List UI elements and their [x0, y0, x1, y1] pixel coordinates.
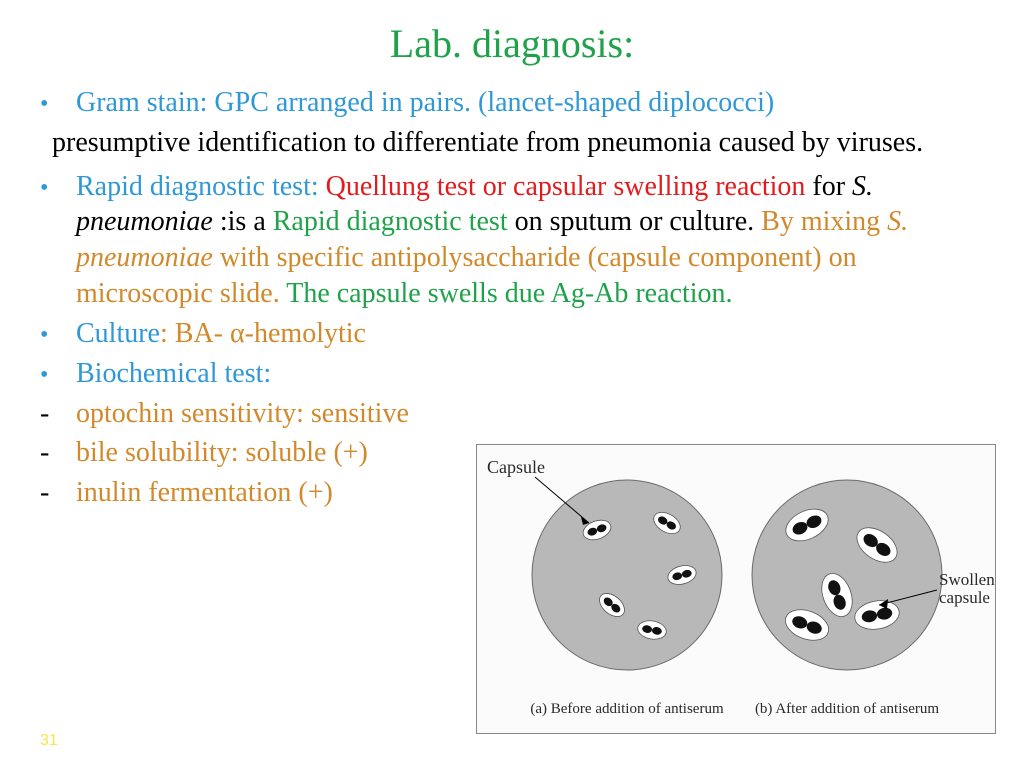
dash-bile: - bile solubility: soluble (+) — [40, 435, 510, 471]
span-black: :is a — [220, 206, 273, 237]
diagram-svg: Capsule Swollencapsule (a) Before addition… — [477, 445, 997, 735]
dash-icon: - — [40, 435, 76, 471]
bullet-text: Biochemical test: — [76, 356, 510, 392]
dash-text: optochin sensitivity: sensitive — [76, 396, 510, 432]
bullet-icon: • — [40, 169, 76, 312]
span-label: Gram stain: — [76, 87, 214, 118]
span-red: Quellung test or capsular swelling react… — [319, 171, 813, 202]
sub-text-presumptive: presumptive identification to differenti… — [52, 125, 984, 161]
span-green: The capsule swells due Ag-Ab reaction. — [286, 278, 732, 309]
dash-text: bile solubility: soluble (+) — [76, 435, 510, 471]
bullet-text: Culture: BA- α-hemolytic — [76, 316, 510, 352]
bullet-text: Gram stain: GPC arranged in pairs. (lanc… — [76, 85, 984, 121]
slide-title: Lab. diagnosis: — [40, 20, 984, 67]
bullet-icon: • — [40, 316, 76, 352]
bullet-icon: • — [40, 356, 76, 392]
page-number: 31 — [40, 732, 58, 750]
dash-text: inulin fermentation (+) — [76, 475, 510, 511]
svg-text:(a) Before addition of antiser: (a) Before addition of antiserum — [530, 701, 724, 717]
span-text: BA- α-hemolytic — [175, 318, 366, 349]
span-label: Culture — [76, 318, 160, 349]
svg-text:Swollen: Swollen — [939, 570, 995, 589]
dash-optochin: - optochin sensitivity: sensitive — [40, 396, 510, 432]
span-black: for — [812, 171, 852, 202]
span-green: Rapid diagnostic test — [273, 206, 515, 237]
svg-text:capsule: capsule — [939, 588, 990, 607]
dash-inulin: - inulin fermentation (+) — [40, 475, 510, 511]
svg-text:(b) After addition of antiseru: (b) After addition of antiserum — [755, 701, 939, 717]
span-black: on sputum or culture. — [515, 206, 762, 237]
dash-icon: - — [40, 396, 76, 432]
bullet-text: Rapid diagnostic test: Quellung test or … — [76, 169, 984, 312]
span-label: Rapid diagnostic test: — [76, 171, 319, 202]
slide-container: Lab. diagnosis: • Gram stain: GPC arrang… — [0, 0, 1024, 768]
span-colon: : — [160, 318, 175, 349]
bullet-rapid-test: • Rapid diagnostic test: Quellung test o… — [40, 169, 984, 312]
capsule-diagram: Capsule Swollencapsule (a) Before addition… — [476, 444, 996, 734]
bullet-biochemical: • Biochemical test: — [40, 356, 510, 392]
dash-icon: - — [40, 475, 76, 511]
bullet-culture: • Culture: BA- α-hemolytic — [40, 316, 510, 352]
bullet-gram-stain: • Gram stain: GPC arranged in pairs. (la… — [40, 85, 984, 121]
svg-text:Capsule: Capsule — [487, 457, 545, 477]
span-text: GPC arranged in pairs. (lancet-shaped di… — [214, 87, 774, 118]
bullet-icon: • — [40, 85, 76, 121]
span-orange: By mixing — [761, 206, 887, 237]
